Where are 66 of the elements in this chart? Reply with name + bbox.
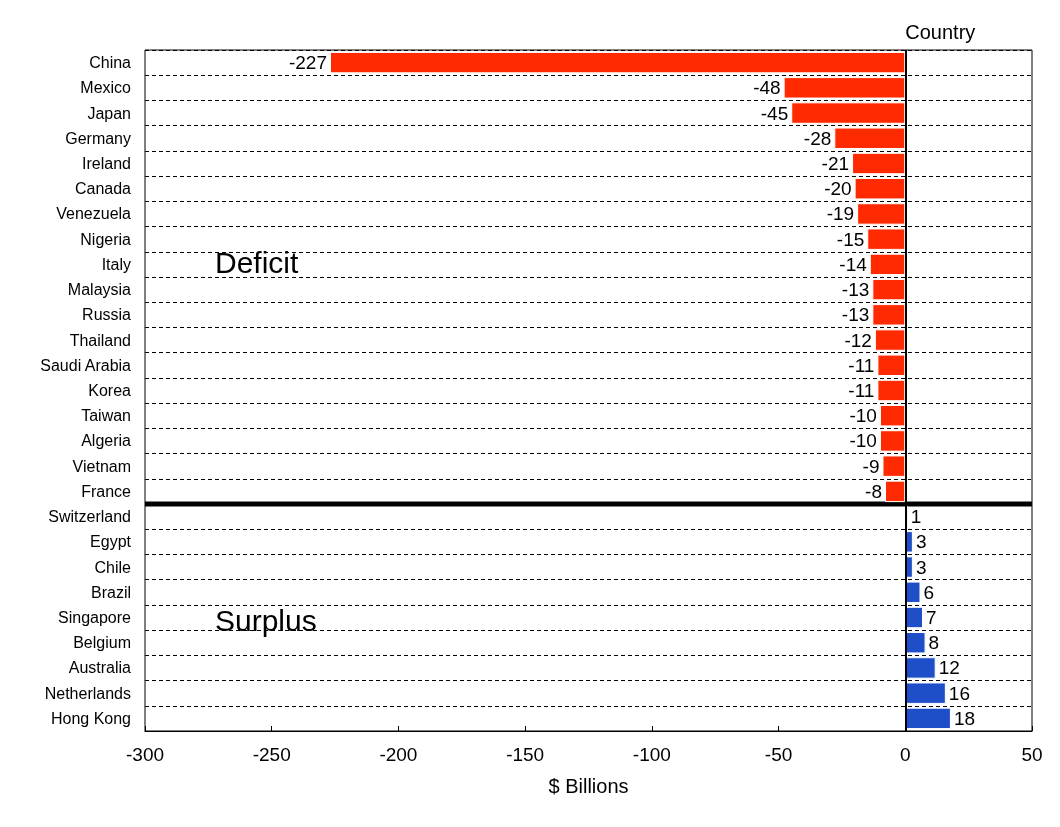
y-tick-label: Saudi Arabia xyxy=(40,356,132,374)
y-tick-label: Nigeria xyxy=(80,230,132,248)
data-label: -8 xyxy=(865,480,883,502)
y-tick-label: Malaysia xyxy=(67,281,132,299)
x-tick-label: -100 xyxy=(632,744,671,765)
x-tick-label: -50 xyxy=(764,744,793,765)
annotation: Surplus xyxy=(215,603,317,637)
x-tick-label: -150 xyxy=(506,744,545,765)
y-tick-label: Canada xyxy=(74,180,132,198)
x-tick-label: 0 xyxy=(900,744,911,765)
data-label: -9 xyxy=(862,455,880,477)
y-tick-label: Germany xyxy=(65,129,131,147)
data-label: -13 xyxy=(841,304,870,326)
data-label: 18 xyxy=(953,707,976,729)
data-label: -48 xyxy=(753,77,781,99)
data-label: -11 xyxy=(848,380,875,401)
data-label: 6 xyxy=(923,581,935,603)
y-tick-label: Australia xyxy=(68,659,132,677)
data-label: -19 xyxy=(826,203,855,225)
y-tick-label: Ireland xyxy=(82,155,131,172)
y-tick-label: Thailand xyxy=(69,331,131,349)
data-label: 12 xyxy=(938,657,960,679)
y-tick-label: Mexico xyxy=(80,79,132,97)
data-label: -14 xyxy=(839,253,868,275)
y-tick-label: Russia xyxy=(82,306,132,324)
y-tick-label: China xyxy=(89,54,132,72)
y-tick-label: Taiwan xyxy=(81,407,131,425)
data-label: -13 xyxy=(841,279,870,301)
y-tick-label: Korea xyxy=(88,382,132,399)
data-label: 16 xyxy=(948,682,970,704)
data-label: 8 xyxy=(928,632,940,654)
y-tick-label: Hong Kong xyxy=(50,709,131,727)
data-label: 7 xyxy=(926,607,937,628)
y-tick-label: France xyxy=(81,482,132,500)
data-label: -21 xyxy=(821,153,850,174)
x-tick-label: -300 xyxy=(125,744,165,765)
x-axis-title: $ Billions xyxy=(548,775,629,797)
data-label: -20 xyxy=(824,178,852,200)
data-label: -11 xyxy=(848,354,875,376)
data-label: 3 xyxy=(915,531,927,553)
x-tick-label: 50 xyxy=(1021,744,1043,765)
y-tick-label: Vietnam xyxy=(72,457,131,475)
y-tick-label: Belgium xyxy=(73,634,131,652)
data-label: -10 xyxy=(849,405,877,427)
data-label: 1 xyxy=(910,506,922,528)
data-label: -15 xyxy=(836,228,865,250)
data-label: -45 xyxy=(760,102,789,124)
y-axis-title: Country xyxy=(905,21,976,43)
data-label: -227 xyxy=(288,52,327,74)
y-tick-label: Italy xyxy=(101,255,131,273)
y-tick-label: Chile xyxy=(94,558,132,576)
annotation: Deficit xyxy=(215,245,300,279)
y-tick-label: Brazil xyxy=(90,583,131,601)
y-tick-label: Singapore xyxy=(58,609,132,626)
y-tick-label: Switzerland xyxy=(48,508,131,526)
data-label: -28 xyxy=(803,127,832,149)
y-tick-label: Netherlands xyxy=(44,684,131,702)
y-tick-label: Egypt xyxy=(90,533,132,551)
y-tick-label: Japan xyxy=(87,104,131,122)
y-tick-label: Algeria xyxy=(81,432,132,450)
data-label: -10 xyxy=(849,430,877,452)
data-label: 3 xyxy=(915,556,927,578)
y-tick-label: Venezuela xyxy=(56,205,132,223)
data-label: -12 xyxy=(844,329,872,351)
x-tick-label: -200 xyxy=(379,744,418,765)
x-tick-label: -250 xyxy=(252,744,291,765)
